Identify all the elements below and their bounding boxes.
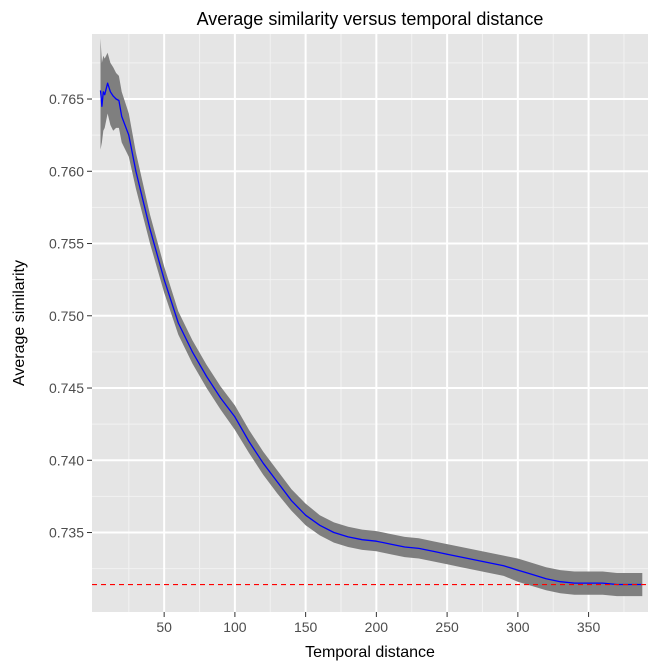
y-axis: 0.735 0.740 0.745 0.750 0.755 0.760 0.765: [49, 91, 92, 541]
y-tick-label: 0.765: [49, 91, 84, 107]
grid-minor: [92, 34, 648, 612]
x-tick-label: 350: [577, 619, 601, 635]
y-tick-label: 0.745: [49, 380, 84, 396]
x-tick-label: 150: [294, 619, 318, 635]
x-tick-label: 50: [156, 619, 172, 635]
x-axis-title: Temporal distance: [305, 644, 435, 661]
x-axis: 50 100 150 200 250 300 350: [156, 612, 600, 635]
x-tick-label: 300: [506, 619, 530, 635]
plot-panel: [92, 34, 648, 612]
y-tick-label: 0.750: [49, 308, 84, 324]
y-axis-title: Average similarity: [11, 260, 28, 386]
y-tick-label: 0.760: [49, 163, 84, 179]
y-tick-label: 0.740: [49, 452, 84, 468]
series-line: [99, 82, 643, 586]
x-tick-label: 100: [223, 619, 247, 635]
y-tick-label: 0.755: [49, 236, 84, 252]
line-layer: [99, 82, 643, 586]
x-tick-label: 250: [435, 619, 459, 635]
chart-title: Average similarity versus temporal dista…: [197, 9, 544, 29]
y-tick-label: 0.735: [49, 525, 84, 541]
x-tick-label: 200: [365, 619, 389, 635]
